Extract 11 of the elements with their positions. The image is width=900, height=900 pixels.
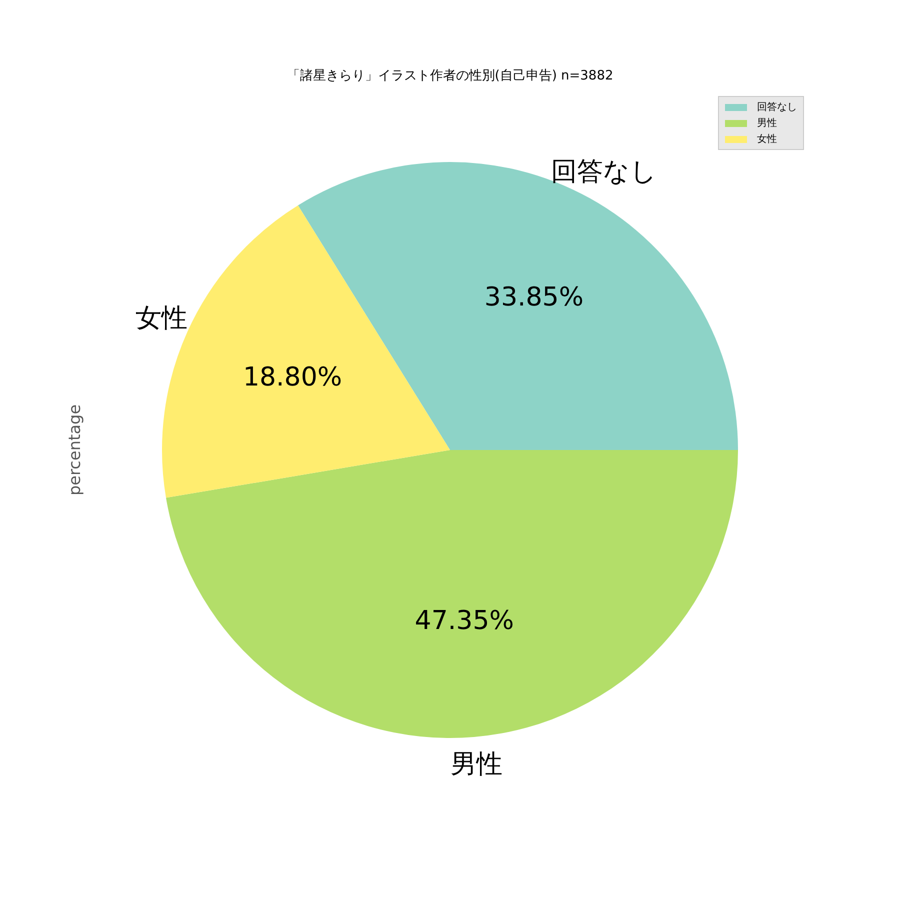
slice-label: 回答なし bbox=[550, 156, 657, 187]
data-label: 18.80% bbox=[242, 362, 342, 393]
slice-label: 女性 bbox=[135, 303, 188, 334]
legend-label: 回答なし bbox=[757, 101, 797, 114]
data-label: 33.85% bbox=[484, 282, 584, 313]
legend-label: 男性 bbox=[757, 116, 777, 130]
chart-title: 「諸星きらり」イラスト作者の性別(自己申告) n=3882 bbox=[286, 68, 614, 84]
legend-label: 女性 bbox=[757, 132, 777, 146]
text: percentage bbox=[65, 404, 84, 496]
slice-label: 男性 bbox=[450, 749, 502, 780]
data-label: 47.35% bbox=[414, 606, 514, 636]
